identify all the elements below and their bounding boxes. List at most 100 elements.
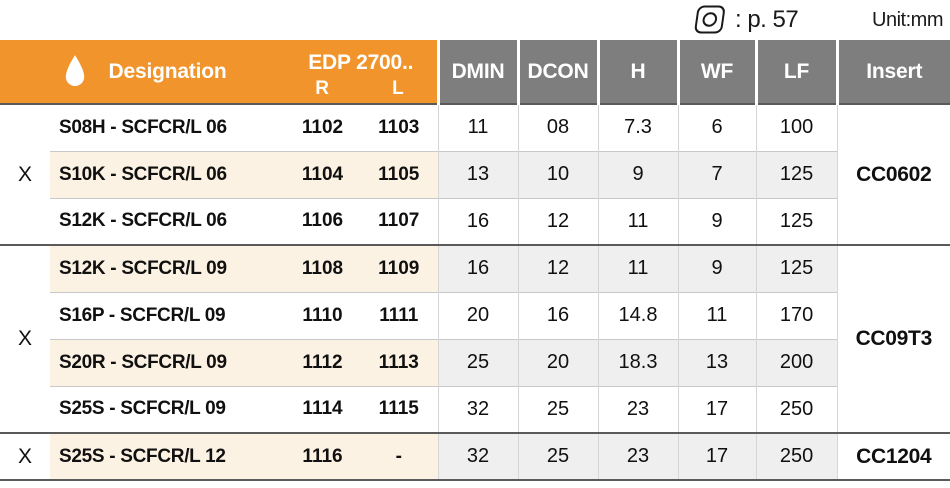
edp-l-cell: 1103 bbox=[360, 103, 439, 151]
lf-cell: 100 bbox=[755, 103, 838, 151]
dmin-cell: 32 bbox=[437, 385, 519, 433]
lf-cell: 125 bbox=[755, 197, 838, 245]
wf-cell: 17 bbox=[677, 385, 757, 433]
table-row: S20R - SCFCR/L 09 1112 1113 25 20 18.3 13 200 bbox=[0, 338, 950, 386]
designation-cell: S25S - SCFCR/L 12 bbox=[50, 432, 286, 481]
lf-cell: 200 bbox=[755, 338, 838, 386]
col-header-lf: LF bbox=[754, 40, 838, 104]
edp-r-cell: 1110 bbox=[285, 291, 361, 339]
edp-r-cell: 1106 bbox=[285, 197, 361, 245]
edp-l-cell: 1107 bbox=[360, 197, 439, 245]
edp-l-cell: 1109 bbox=[360, 244, 439, 292]
h-cell: 9 bbox=[597, 150, 679, 198]
wf-cell: 9 bbox=[677, 197, 757, 245]
designation-cell: S12K - SCFCR/L 06 bbox=[50, 197, 286, 245]
designation-header-label: Designation bbox=[108, 59, 227, 83]
edp-l-cell: - bbox=[360, 432, 439, 481]
edp-l-cell: 1115 bbox=[360, 385, 439, 433]
edp-r-cell: 1112 bbox=[285, 338, 361, 386]
dmin-cell: 20 bbox=[437, 291, 519, 339]
edp-column-header: EDP 2700.. R L bbox=[285, 40, 439, 104]
cc-insert-shape-icon bbox=[694, 5, 725, 34]
lf-cell: 250 bbox=[755, 385, 838, 433]
lf-cell: 125 bbox=[755, 150, 838, 198]
coolant-flag-cell: X bbox=[0, 244, 50, 433]
h-cell: 11 bbox=[597, 197, 679, 245]
edp-r-label: R bbox=[315, 77, 330, 99]
designation-cell: S10K - SCFCR/L 06 bbox=[50, 150, 286, 198]
h-cell: 18.3 bbox=[597, 338, 679, 386]
dmin-cell: 25 bbox=[437, 338, 519, 386]
dmin-cell: 13 bbox=[437, 150, 519, 198]
h-cell: 23 bbox=[597, 432, 679, 481]
edp-r-cell: 1102 bbox=[285, 103, 361, 151]
insert-cell: CC09T3 bbox=[836, 244, 950, 433]
insert-cell: CC1204 bbox=[836, 432, 950, 481]
coolant-flag-cell: X bbox=[0, 103, 50, 245]
lf-cell: 250 bbox=[755, 432, 838, 481]
table-body: X S08H - SCFCR/L 06 1102 1103 11 08 7.3 6 100 CC0… bbox=[0, 103, 950, 481]
coolant-droplet-icon bbox=[65, 55, 85, 87]
dmin-cell: 32 bbox=[437, 432, 519, 481]
edp-l-cell: 1113 bbox=[360, 338, 439, 386]
dmin-cell: 16 bbox=[437, 244, 519, 292]
insert-page-reference: : p. 57 bbox=[688, 4, 799, 35]
edp-l-label: L bbox=[392, 77, 404, 99]
h-cell: 7.3 bbox=[597, 103, 679, 151]
lf-cell: 125 bbox=[755, 244, 838, 292]
edp-rl-labels: R L bbox=[285, 78, 437, 100]
table-row: X S25S - SCFCR/L 12 1116-32 25 23 17 250 CC1204 bbox=[0, 432, 950, 481]
dcon-cell: 16 bbox=[517, 291, 599, 339]
designation-cell: S25S - SCFCR/L 09 bbox=[50, 385, 286, 433]
header-row: Designation EDP 2700.. R L DMIN DCON H W… bbox=[0, 40, 950, 104]
wf-cell: 9 bbox=[677, 244, 757, 292]
designation-cell: S08H - SCFCR/L 06 bbox=[50, 103, 286, 151]
col-header-h: H bbox=[596, 40, 679, 104]
designation-cell: S20R - SCFCR/L 09 bbox=[50, 338, 286, 386]
wf-cell: 7 bbox=[677, 150, 757, 198]
edp-group-label: EDP 2700.. bbox=[308, 50, 414, 74]
dcon-cell: 20 bbox=[517, 338, 599, 386]
edp-r-cell: 1104 bbox=[285, 150, 361, 198]
insert-page-ref-text: : p. 57 bbox=[735, 5, 799, 33]
designation-column-header: Designation bbox=[0, 40, 286, 104]
col-header-insert: Insert bbox=[835, 40, 950, 104]
dcon-cell: 12 bbox=[517, 244, 599, 292]
dmin-cell: 11 bbox=[437, 103, 519, 151]
wf-cell: 11 bbox=[677, 291, 757, 339]
dcon-cell: 12 bbox=[517, 197, 599, 245]
h-cell: 23 bbox=[597, 385, 679, 433]
toolholder-spec-table: Designation EDP 2700.. R L DMIN DCON H W… bbox=[0, 40, 950, 481]
dcon-cell: 08 bbox=[517, 103, 599, 151]
h-cell: 14.8 bbox=[597, 291, 679, 339]
unit-label: Unit:mm bbox=[872, 9, 943, 31]
dmin-cell: 16 bbox=[437, 197, 519, 245]
col-header-dcon: DCON bbox=[516, 40, 599, 104]
coolant-flag-cell: X bbox=[0, 432, 50, 481]
col-header-dmin: DMIN bbox=[436, 40, 519, 104]
lf-cell: 170 bbox=[755, 291, 838, 339]
wf-cell: 13 bbox=[677, 338, 757, 386]
table-row: S25S - SCFCR/L 09 1114 1115 32 25 23 17 250 bbox=[0, 385, 950, 433]
insert-cell: CC0602 bbox=[836, 103, 950, 245]
edp-r-cell: 1108 bbox=[285, 244, 361, 292]
h-cell: 11 bbox=[597, 244, 679, 292]
table-row: X S12K - SCFCR/L 09 1108 1109 16 12 11 9 125 CC09… bbox=[0, 244, 950, 433]
table-row: S10K - SCFCR/L 06 1104 1105 13 10 9 7 125 bbox=[0, 150, 950, 198]
edp-r-cell: 1116 bbox=[285, 432, 361, 481]
edp-r-cell: 1114 bbox=[285, 385, 361, 433]
edp-l-cell: 1105 bbox=[360, 150, 439, 198]
table-row: S16P - SCFCR/L 09 1110 1111 20 16 14.8 11 170 bbox=[0, 291, 950, 339]
edp-l-cell: 1111 bbox=[360, 291, 439, 339]
designation-cell: S12K - SCFCR/L 09 bbox=[50, 244, 286, 292]
wf-cell: 6 bbox=[677, 103, 757, 151]
dcon-cell: 25 bbox=[517, 432, 599, 481]
dcon-cell: 10 bbox=[517, 150, 599, 198]
wf-cell: 17 bbox=[677, 432, 757, 481]
dcon-cell: 25 bbox=[517, 385, 599, 433]
table-row: X S08H - SCFCR/L 06 1102 1103 11 08 7.3 6 100 CC0… bbox=[0, 103, 950, 245]
designation-cell: S16P - SCFCR/L 09 bbox=[50, 291, 286, 339]
col-header-wf: WF bbox=[676, 40, 757, 104]
table-row: S12K - SCFCR/L 06 1106 1107 16 12 11 9 125 bbox=[0, 197, 950, 245]
